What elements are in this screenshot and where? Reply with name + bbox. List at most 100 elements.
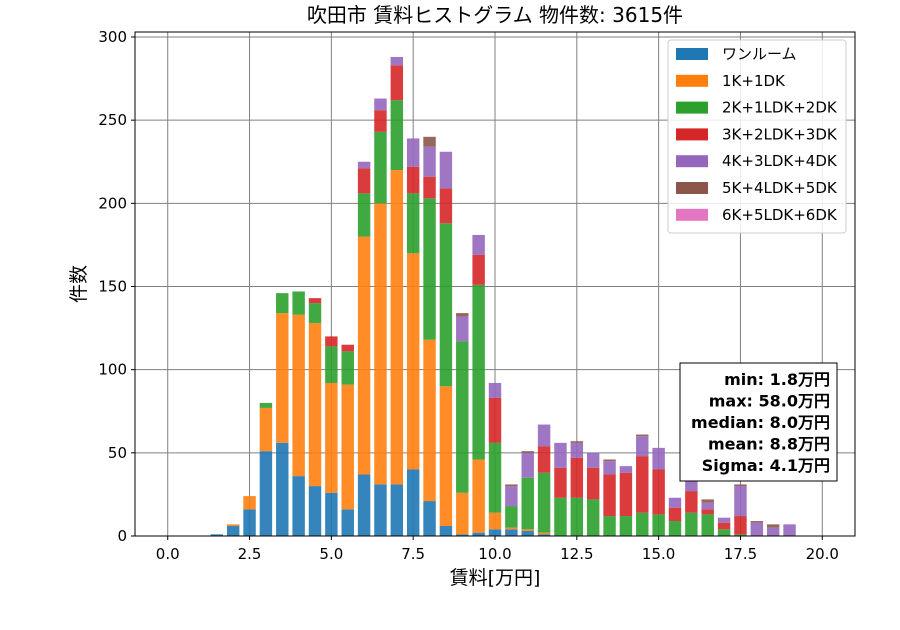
bar-segment [472, 234, 485, 255]
y-tick-label: 50 [108, 444, 127, 462]
y-tick-label: 0 [117, 527, 127, 545]
bar-segment [570, 441, 584, 443]
bar-segment [292, 476, 305, 536]
legend-label: 5K+4LDK+5DK [722, 179, 838, 197]
bar-segment [456, 341, 469, 493]
legend-swatch [676, 128, 708, 141]
x-tick-label: 2.5 [238, 545, 262, 563]
bar-segment [357, 193, 371, 237]
bar-segment [505, 486, 518, 507]
bar-segment [439, 188, 453, 224]
bar-segment [374, 484, 387, 536]
bar-segment [259, 402, 273, 408]
bar-segment [636, 436, 649, 457]
bar-segment [357, 168, 371, 194]
bar-segment [456, 313, 469, 317]
bar-segment [554, 442, 567, 468]
bar-segment [439, 151, 453, 189]
bar-segment [488, 382, 502, 398]
bar-segment [685, 491, 698, 513]
bar-segment [406, 138, 420, 167]
x-tick-label: 15.0 [642, 545, 675, 563]
bar-segment [374, 110, 387, 132]
bar-segment [488, 397, 502, 443]
stats-line: median: 8.0万円 [691, 413, 830, 432]
bar-segment [750, 521, 764, 523]
stats-line: max: 58.0万円 [709, 392, 830, 411]
bar-segment [308, 323, 322, 487]
bar-segment [505, 506, 518, 528]
bar-segment [603, 516, 616, 536]
bar-segment [341, 344, 354, 352]
bar-segment [636, 456, 649, 513]
bar-segment [472, 532, 485, 536]
y-tick-label: 100 [98, 361, 127, 379]
bar-segment [374, 131, 387, 204]
bar-segment [668, 507, 682, 522]
bar-segment [537, 472, 551, 533]
bar-segment [325, 492, 338, 536]
bar-segment [521, 451, 534, 453]
bar-segment [390, 100, 404, 171]
bar-segment [603, 474, 616, 517]
legend-swatch [676, 48, 708, 60]
legend-swatch [676, 74, 708, 87]
bar-segment [521, 452, 534, 478]
bar-segment [210, 534, 224, 536]
x-tick-label: 17.5 [724, 545, 757, 563]
bar-segment [701, 514, 714, 536]
bar-segment [668, 497, 682, 508]
bar-segment [243, 496, 256, 510]
bar-segment [357, 161, 371, 169]
bar-segment [570, 457, 584, 498]
bar-segment [390, 484, 404, 536]
bar-segment [570, 442, 584, 458]
bar-segment [766, 524, 780, 528]
bar-segment [406, 469, 420, 536]
legend-label: 1K+1DK [722, 72, 786, 90]
bar-segment [603, 459, 616, 462]
y-tick-label: 300 [98, 28, 127, 46]
y-tick-label: 250 [98, 111, 127, 129]
bar-segment [619, 466, 633, 473]
bar-segment [619, 516, 633, 536]
bar-segment [668, 521, 682, 536]
x-tick-label: 10.0 [478, 545, 511, 563]
bar-segment [488, 529, 502, 536]
bar-segment [390, 56, 404, 66]
bar-segment [423, 198, 436, 340]
bar-segment [521, 477, 534, 530]
bar-segment [717, 517, 731, 523]
bar-segment [308, 298, 322, 304]
bar-segment [554, 497, 567, 536]
bar-segment [488, 442, 502, 513]
x-tick-label: 5.0 [319, 545, 343, 563]
bar-segment [734, 484, 747, 487]
stats-line: mean: 8.8万円 [708, 435, 830, 454]
x-tick-label: 7.5 [401, 545, 425, 563]
legend-box [667, 39, 847, 234]
bar-segment [652, 469, 665, 515]
bar-segment [439, 386, 453, 527]
y-tick-label: 200 [98, 194, 127, 212]
bar-segment [341, 351, 354, 385]
bar-segment [472, 284, 485, 460]
bar-segment [701, 509, 714, 515]
bar-segment [456, 534, 469, 536]
bar-segment [292, 314, 305, 477]
x-tick-label: 0.0 [156, 545, 180, 563]
bar-segment [226, 524, 240, 527]
bar-segment [276, 313, 289, 443]
bar-segment [472, 459, 485, 533]
bar-segment [521, 531, 534, 536]
legend-label: 3K+2LDK+3DK [722, 125, 838, 143]
bar-segment [259, 407, 273, 452]
axis-ticks: 0.0 2.5 5.0 7.5 10.0 12.5 15.0 17.5 20.0 0 50 100 15… [98, 28, 839, 563]
stats-line: min: 1.8万円 [724, 370, 830, 389]
bar-segment [652, 514, 665, 536]
bar-segment [652, 447, 665, 470]
bar-segment [456, 492, 469, 535]
bar-segment [554, 467, 567, 498]
bar-segment [325, 382, 338, 493]
bar-segment [717, 529, 731, 536]
